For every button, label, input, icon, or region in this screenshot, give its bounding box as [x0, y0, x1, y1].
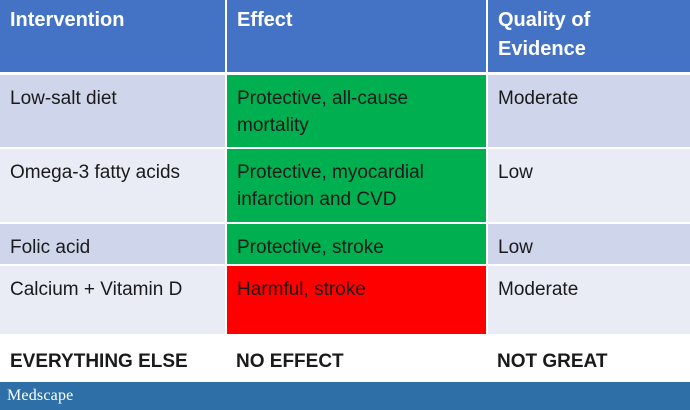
cell-quality: Low — [487, 223, 690, 266]
table-row: Omega-3 fatty acids Protective, myocardi… — [0, 148, 690, 224]
header-effect: Effect — [226, 0, 488, 75]
table-row: Low-salt diet Protective, all-cause mort… — [0, 73, 690, 149]
header-quality-of-evidence: Quality of Evidence — [487, 0, 690, 75]
table-row: Calcium + Vitamin D Harmful, stroke Mode… — [0, 265, 690, 336]
cell-effect-harmful: Harmful, stroke — [226, 265, 488, 336]
header-intervention: Intervention — [0, 0, 227, 75]
cell-effect-protective: Protective, myocardial infarction and CV… — [226, 148, 488, 224]
cell-effect-summary: NO EFFECT — [226, 335, 487, 382]
table-header-row: Intervention Effect Quality of Evidence — [0, 0, 690, 75]
cell-quality: Low — [487, 148, 690, 224]
cell-intervention: Low-salt diet — [0, 73, 227, 149]
cell-intervention-summary: EVERYTHING ELSE — [0, 335, 226, 382]
cell-intervention: Calcium + Vitamin D — [0, 265, 227, 336]
medscape-logo: Medscape — [7, 387, 74, 404]
summary-row: EVERYTHING ELSE NO EFFECT NOT GREAT — [0, 335, 690, 382]
cell-quality-summary: NOT GREAT — [487, 335, 690, 382]
cell-effect-protective: Protective, all-cause mortality — [226, 73, 488, 149]
footer-bar: Medscape — [0, 382, 690, 410]
cell-quality: Moderate — [487, 73, 690, 149]
cell-quality: Moderate — [487, 265, 690, 336]
cell-intervention: Folic acid — [0, 223, 227, 266]
cell-intervention: Omega-3 fatty acids — [0, 148, 227, 224]
cell-effect-protective: Protective, stroke — [226, 223, 488, 266]
table-row: Folic acid Protective, stroke Low — [0, 223, 690, 266]
evidence-table: Intervention Effect Quality of Evidence … — [0, 0, 690, 382]
